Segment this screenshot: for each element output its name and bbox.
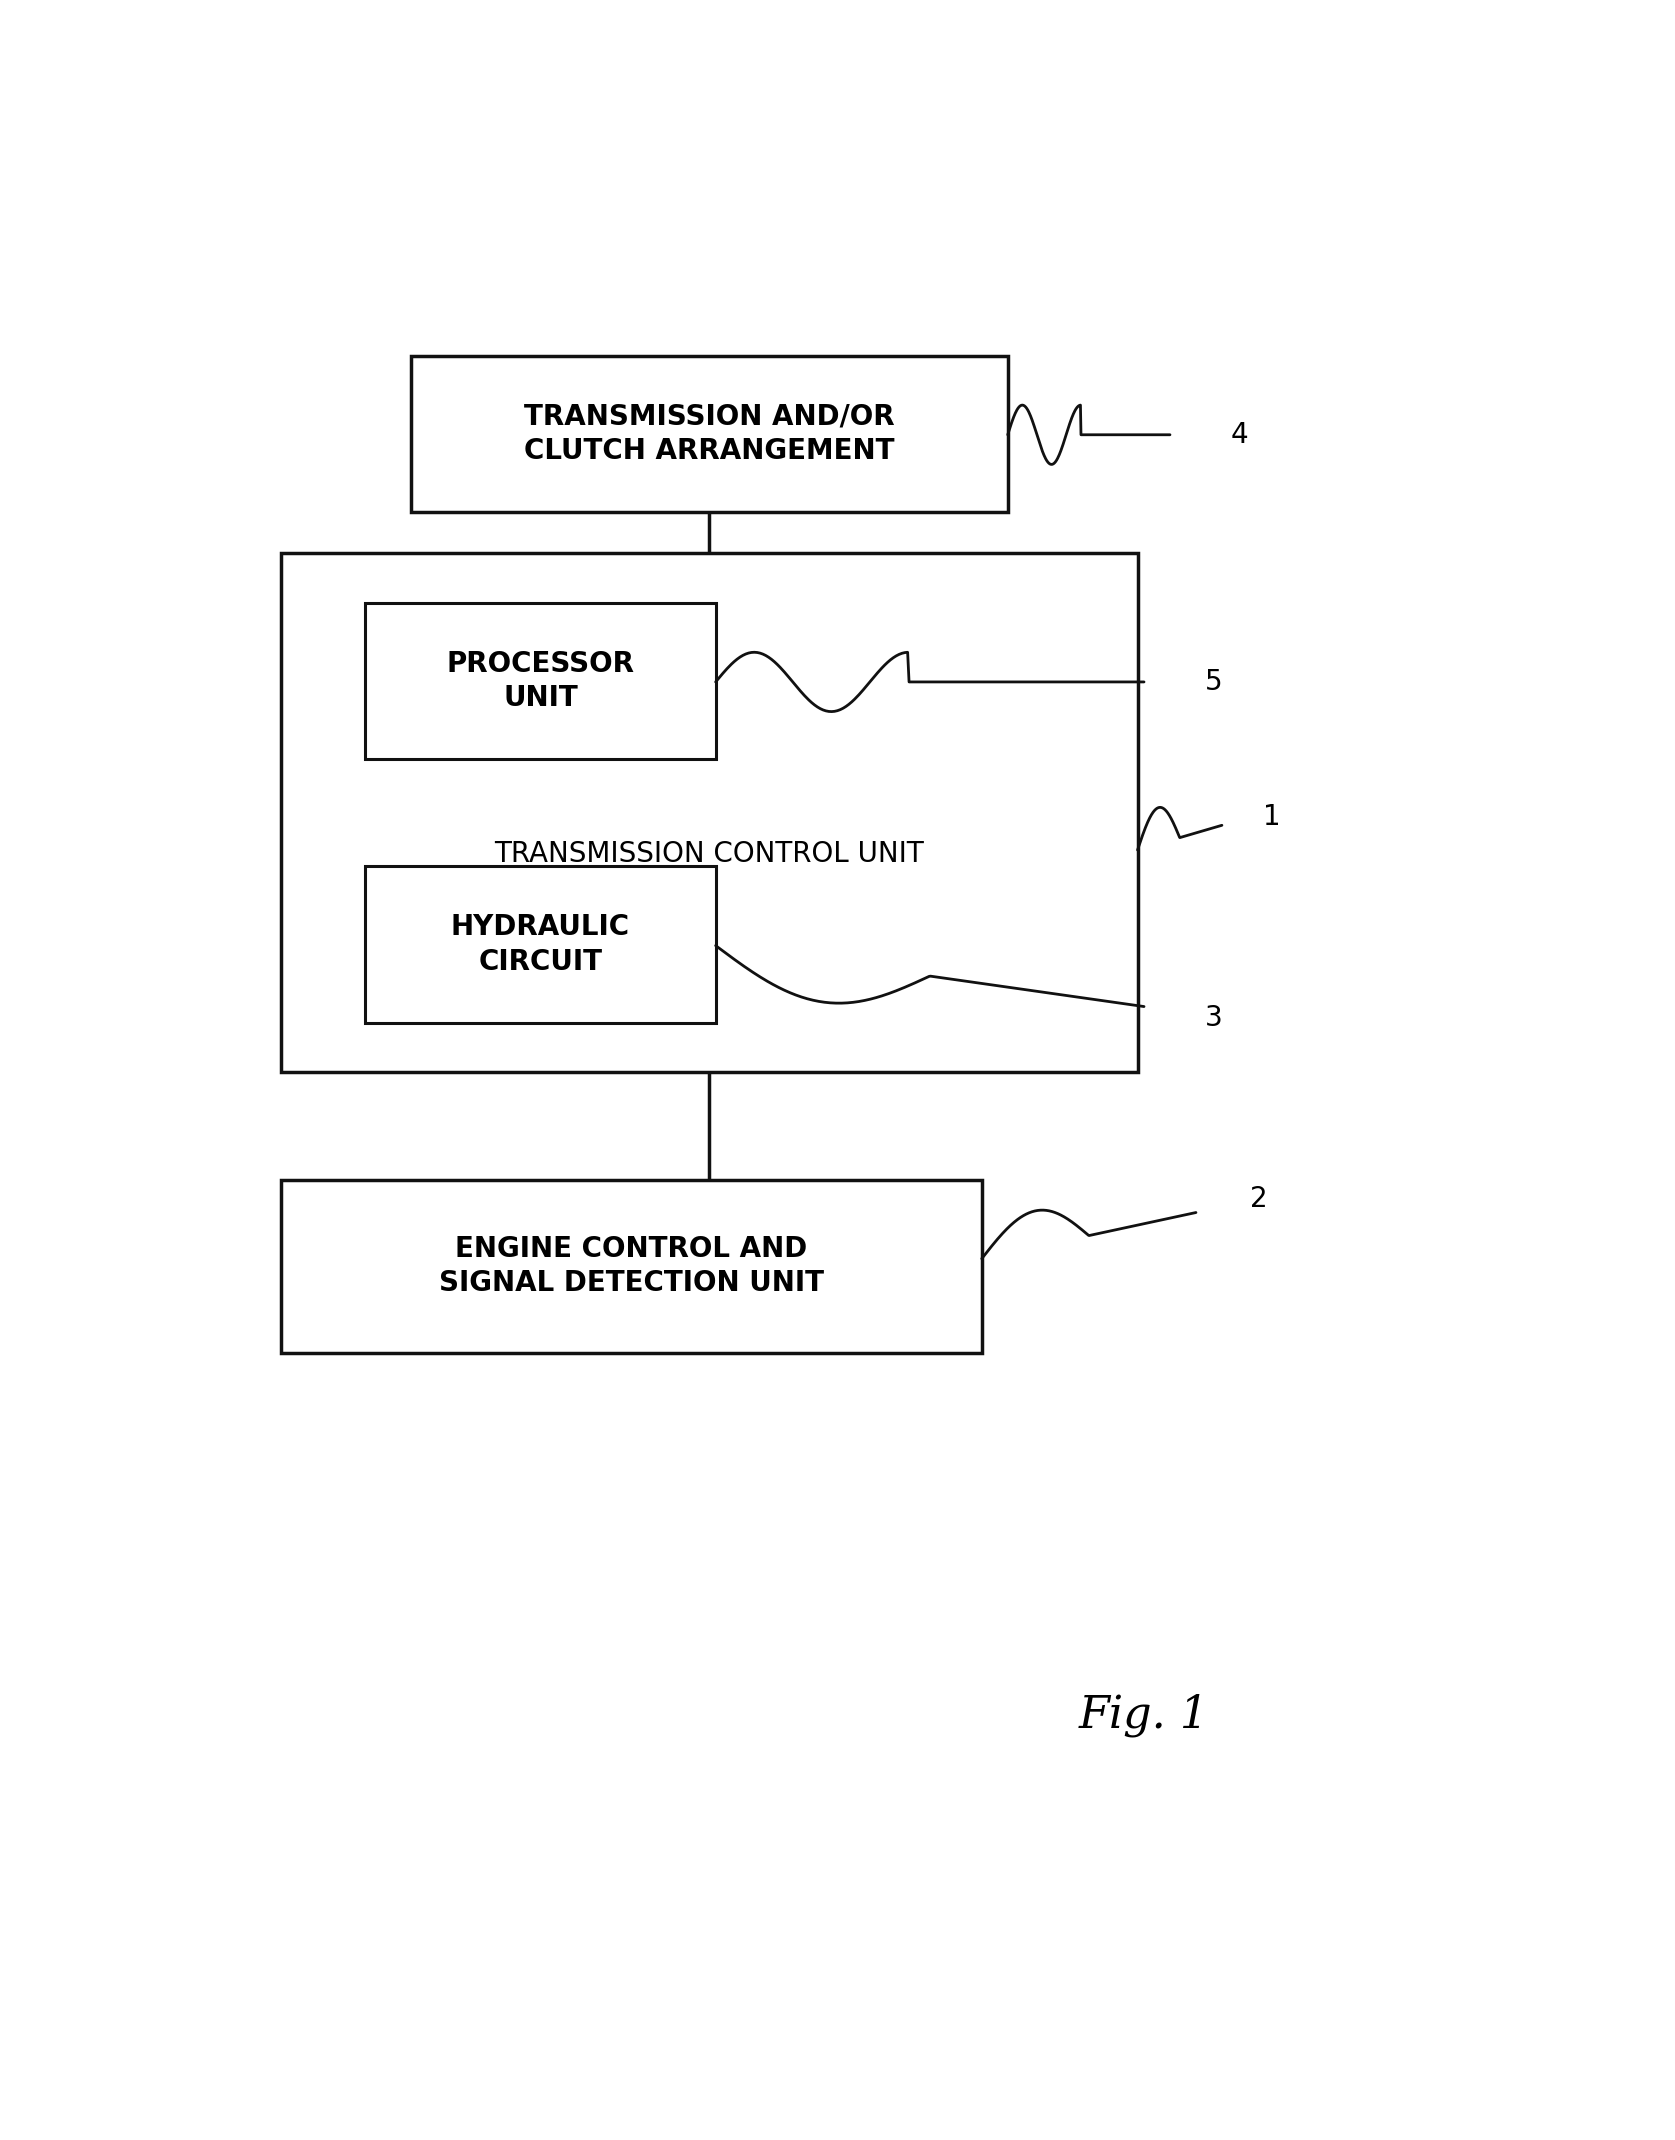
Text: 4: 4	[1231, 422, 1248, 449]
Bar	[410, 355, 1008, 511]
Bar	[281, 554, 1137, 1072]
Bar	[365, 867, 715, 1023]
Text: 3: 3	[1204, 1004, 1223, 1031]
Text: HYDRAULIC
CIRCUIT: HYDRAULIC CIRCUIT	[451, 914, 630, 976]
Text: 5: 5	[1204, 668, 1223, 696]
Bar	[365, 603, 715, 760]
Bar	[281, 1179, 982, 1352]
Text: PROCESSOR
UNIT: PROCESSOR UNIT	[447, 651, 635, 713]
Text: 2: 2	[1251, 1186, 1268, 1213]
Text: TRANSMISSION AND/OR
CLUTCH ARRANGEMENT: TRANSMISSION AND/OR CLUTCH ARRANGEMENT	[524, 402, 894, 464]
Text: Fig. 1: Fig. 1	[1079, 1693, 1209, 1738]
Text: TRANSMISSION CONTROL UNIT: TRANSMISSION CONTROL UNIT	[494, 841, 925, 869]
Text: ENGINE CONTROL AND
SIGNAL DETECTION UNIT: ENGINE CONTROL AND SIGNAL DETECTION UNIT	[439, 1235, 824, 1297]
Text: 1: 1	[1263, 802, 1281, 830]
